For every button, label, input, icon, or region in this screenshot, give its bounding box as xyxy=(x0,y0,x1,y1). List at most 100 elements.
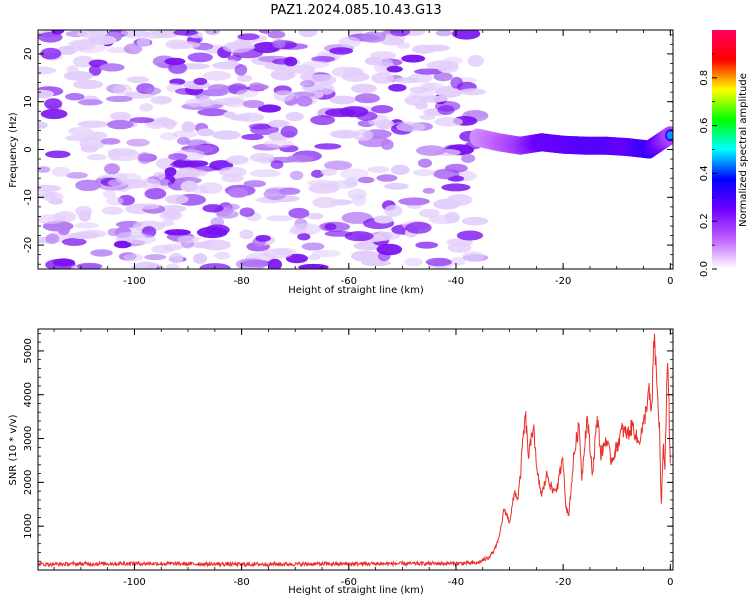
noise-blob xyxy=(38,89,55,99)
noise-blob xyxy=(160,132,178,141)
noise-blob xyxy=(314,143,342,150)
noise-blob xyxy=(374,215,393,224)
noise-blob xyxy=(339,106,369,118)
snr-series-line xyxy=(38,333,671,568)
noise-blob xyxy=(88,64,102,76)
noise-blob xyxy=(239,229,254,240)
noise-blob xyxy=(239,207,255,217)
noise-blob xyxy=(371,72,395,84)
noise-blob xyxy=(65,134,93,142)
noise-blob xyxy=(414,68,443,75)
noise-blob xyxy=(364,56,383,66)
noise-blob xyxy=(404,257,423,267)
noise-blob xyxy=(297,233,311,241)
noise-blob xyxy=(197,108,229,117)
noise-blob xyxy=(42,191,64,202)
noise-blob xyxy=(129,117,155,124)
noise-blob xyxy=(329,47,354,55)
noise-blob xyxy=(198,95,212,107)
noise-blob xyxy=(218,166,247,178)
noise-blob xyxy=(67,126,93,136)
noise-blob xyxy=(76,229,107,238)
noise-blob xyxy=(397,42,411,49)
noise-blob xyxy=(267,30,286,39)
noise-blob xyxy=(354,93,380,104)
noise-blob xyxy=(286,154,314,163)
noise-blob xyxy=(413,169,435,177)
noise-blob xyxy=(227,203,240,211)
noise-blob xyxy=(241,133,264,141)
noise-blob xyxy=(300,80,315,88)
noise-blob xyxy=(416,145,447,156)
x-tick-label: 0 xyxy=(667,276,673,287)
colorbar: 0.0 0.2 0.4 0.6 0.8 Normalized spectral ampl… xyxy=(699,30,749,277)
noise-blob xyxy=(126,76,150,83)
noise-blob xyxy=(164,167,177,177)
noise-blob xyxy=(144,187,167,200)
noise-blob xyxy=(383,182,409,190)
spectrogram-noise xyxy=(38,30,489,269)
noise-blob xyxy=(285,111,304,122)
noise-blob xyxy=(204,30,221,35)
noise-blob xyxy=(144,254,167,261)
noise-blob xyxy=(266,215,293,222)
y-tick-label: -20 xyxy=(23,237,34,253)
noise-blob xyxy=(237,74,253,83)
noise-blob xyxy=(452,30,481,40)
noise-blob xyxy=(45,233,60,245)
noise-blob xyxy=(285,253,308,264)
x-tick-label: -40 xyxy=(448,276,464,287)
noise-blob xyxy=(168,252,184,264)
noise-blob xyxy=(193,77,208,85)
noise-blob xyxy=(202,204,224,213)
noise-blob xyxy=(248,82,265,92)
noise-blob xyxy=(283,56,298,67)
noise-blob xyxy=(434,101,461,112)
noise-blob xyxy=(163,119,177,130)
noise-blob xyxy=(393,77,420,84)
noise-blob xyxy=(214,251,231,260)
noise-blob xyxy=(351,83,377,94)
noise-blob xyxy=(109,149,141,162)
y-tick-label: 3000 xyxy=(23,426,34,451)
noise-blob xyxy=(398,197,430,206)
noise-blob xyxy=(338,36,361,48)
y-tick-label: 2000 xyxy=(23,470,34,495)
noise-blob xyxy=(257,104,282,113)
noise-blob xyxy=(159,205,187,213)
noise-blob xyxy=(270,160,284,170)
noise-blob xyxy=(386,65,403,73)
noise-blob xyxy=(408,92,435,99)
noise-blob xyxy=(267,258,282,269)
noise-blob xyxy=(76,262,103,269)
y-tick-label: 1000 xyxy=(23,513,34,538)
noise-blob xyxy=(357,176,375,184)
noise-blob xyxy=(136,38,151,47)
noise-blob xyxy=(138,178,161,189)
noise-blob xyxy=(212,98,243,106)
noise-blob xyxy=(443,56,463,65)
noise-blob xyxy=(312,196,339,209)
noise-blob xyxy=(332,130,358,139)
noise-blob xyxy=(106,196,124,206)
noise-blob xyxy=(224,59,239,68)
noise-blob xyxy=(137,152,152,164)
noise-blob xyxy=(135,203,160,210)
spectrogram-signal-track xyxy=(469,126,673,159)
noise-blob xyxy=(151,30,179,39)
noise-blob xyxy=(352,129,374,141)
noise-blob xyxy=(320,168,338,176)
noise-blob xyxy=(249,169,281,178)
y-tick-label: 4000 xyxy=(23,382,34,407)
noise-blob xyxy=(263,188,287,200)
noise-blob xyxy=(40,108,68,120)
noise-blob xyxy=(249,152,275,163)
noise-blob xyxy=(196,128,215,137)
noise-blob xyxy=(169,41,201,49)
y-tick-label: 10 xyxy=(23,95,34,108)
noise-blob xyxy=(168,62,188,74)
noise-blob xyxy=(155,157,177,170)
noise-blob xyxy=(139,103,154,112)
noise-blob xyxy=(193,253,208,264)
colorbar-label: Normalized spectral amplitude xyxy=(738,73,749,227)
